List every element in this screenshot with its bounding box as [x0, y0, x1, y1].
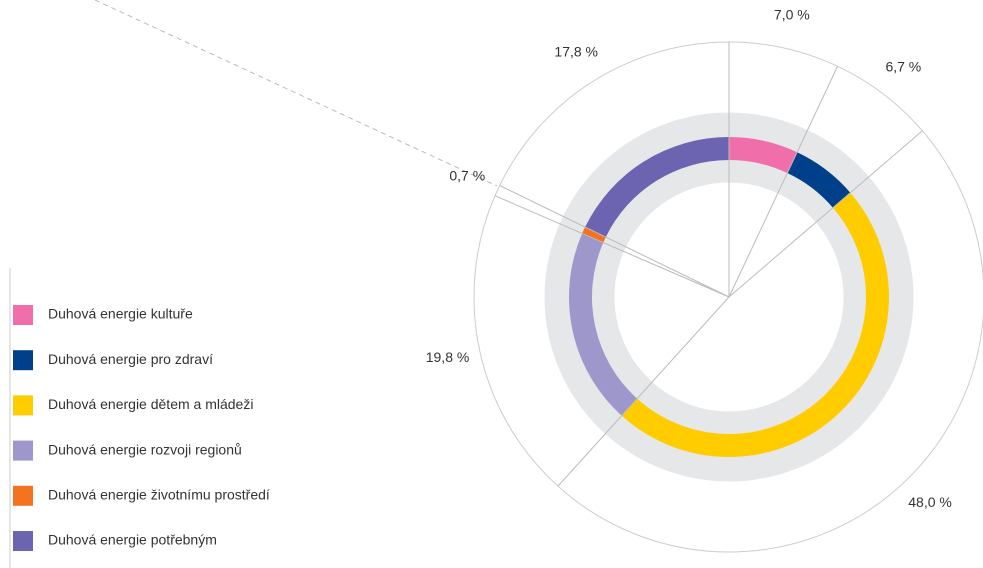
value-label: 17,8 % [554, 44, 598, 60]
value-label: 19,8 % [426, 349, 470, 365]
value-label: 6,7 % [885, 58, 921, 74]
legend-swatch [13, 395, 33, 416]
legend-swatch [13, 485, 33, 506]
legend-label: Duhová energie rozvoji regionů [48, 441, 242, 457]
value-label: 7,0 % [774, 7, 810, 23]
donut-segment [729, 137, 798, 174]
legend-label: Duhová energie pro zdraví [48, 351, 213, 367]
segment-divider [499, 185, 730, 298]
donut-segment [585, 137, 729, 238]
legend-label: Duhová energie potřebným [48, 532, 217, 548]
donut-segment [787, 152, 851, 208]
legend-label: Duhová energie životnímu prostředí [48, 487, 270, 503]
legend-swatch [13, 305, 33, 325]
segment-divider [728, 130, 923, 298]
donut-segment [582, 227, 606, 243]
value-label: 48,0 % [908, 494, 952, 510]
legend-label: Duhová energie dětem a mládeži [48, 396, 253, 412]
segment-divider [728, 66, 839, 298]
segment-divider [557, 296, 730, 487]
donut-segment [569, 233, 638, 416]
value-label: 0,7 % [449, 168, 485, 184]
legend-swatch [13, 440, 33, 461]
leader-line [94, 0, 498, 187]
donut-segment [621, 192, 889, 457]
legend-label: Duhová energie kultuře [48, 306, 193, 322]
legend-swatch [13, 350, 33, 371]
segment-divider [494, 195, 730, 298]
legend-swatch [13, 531, 33, 551]
